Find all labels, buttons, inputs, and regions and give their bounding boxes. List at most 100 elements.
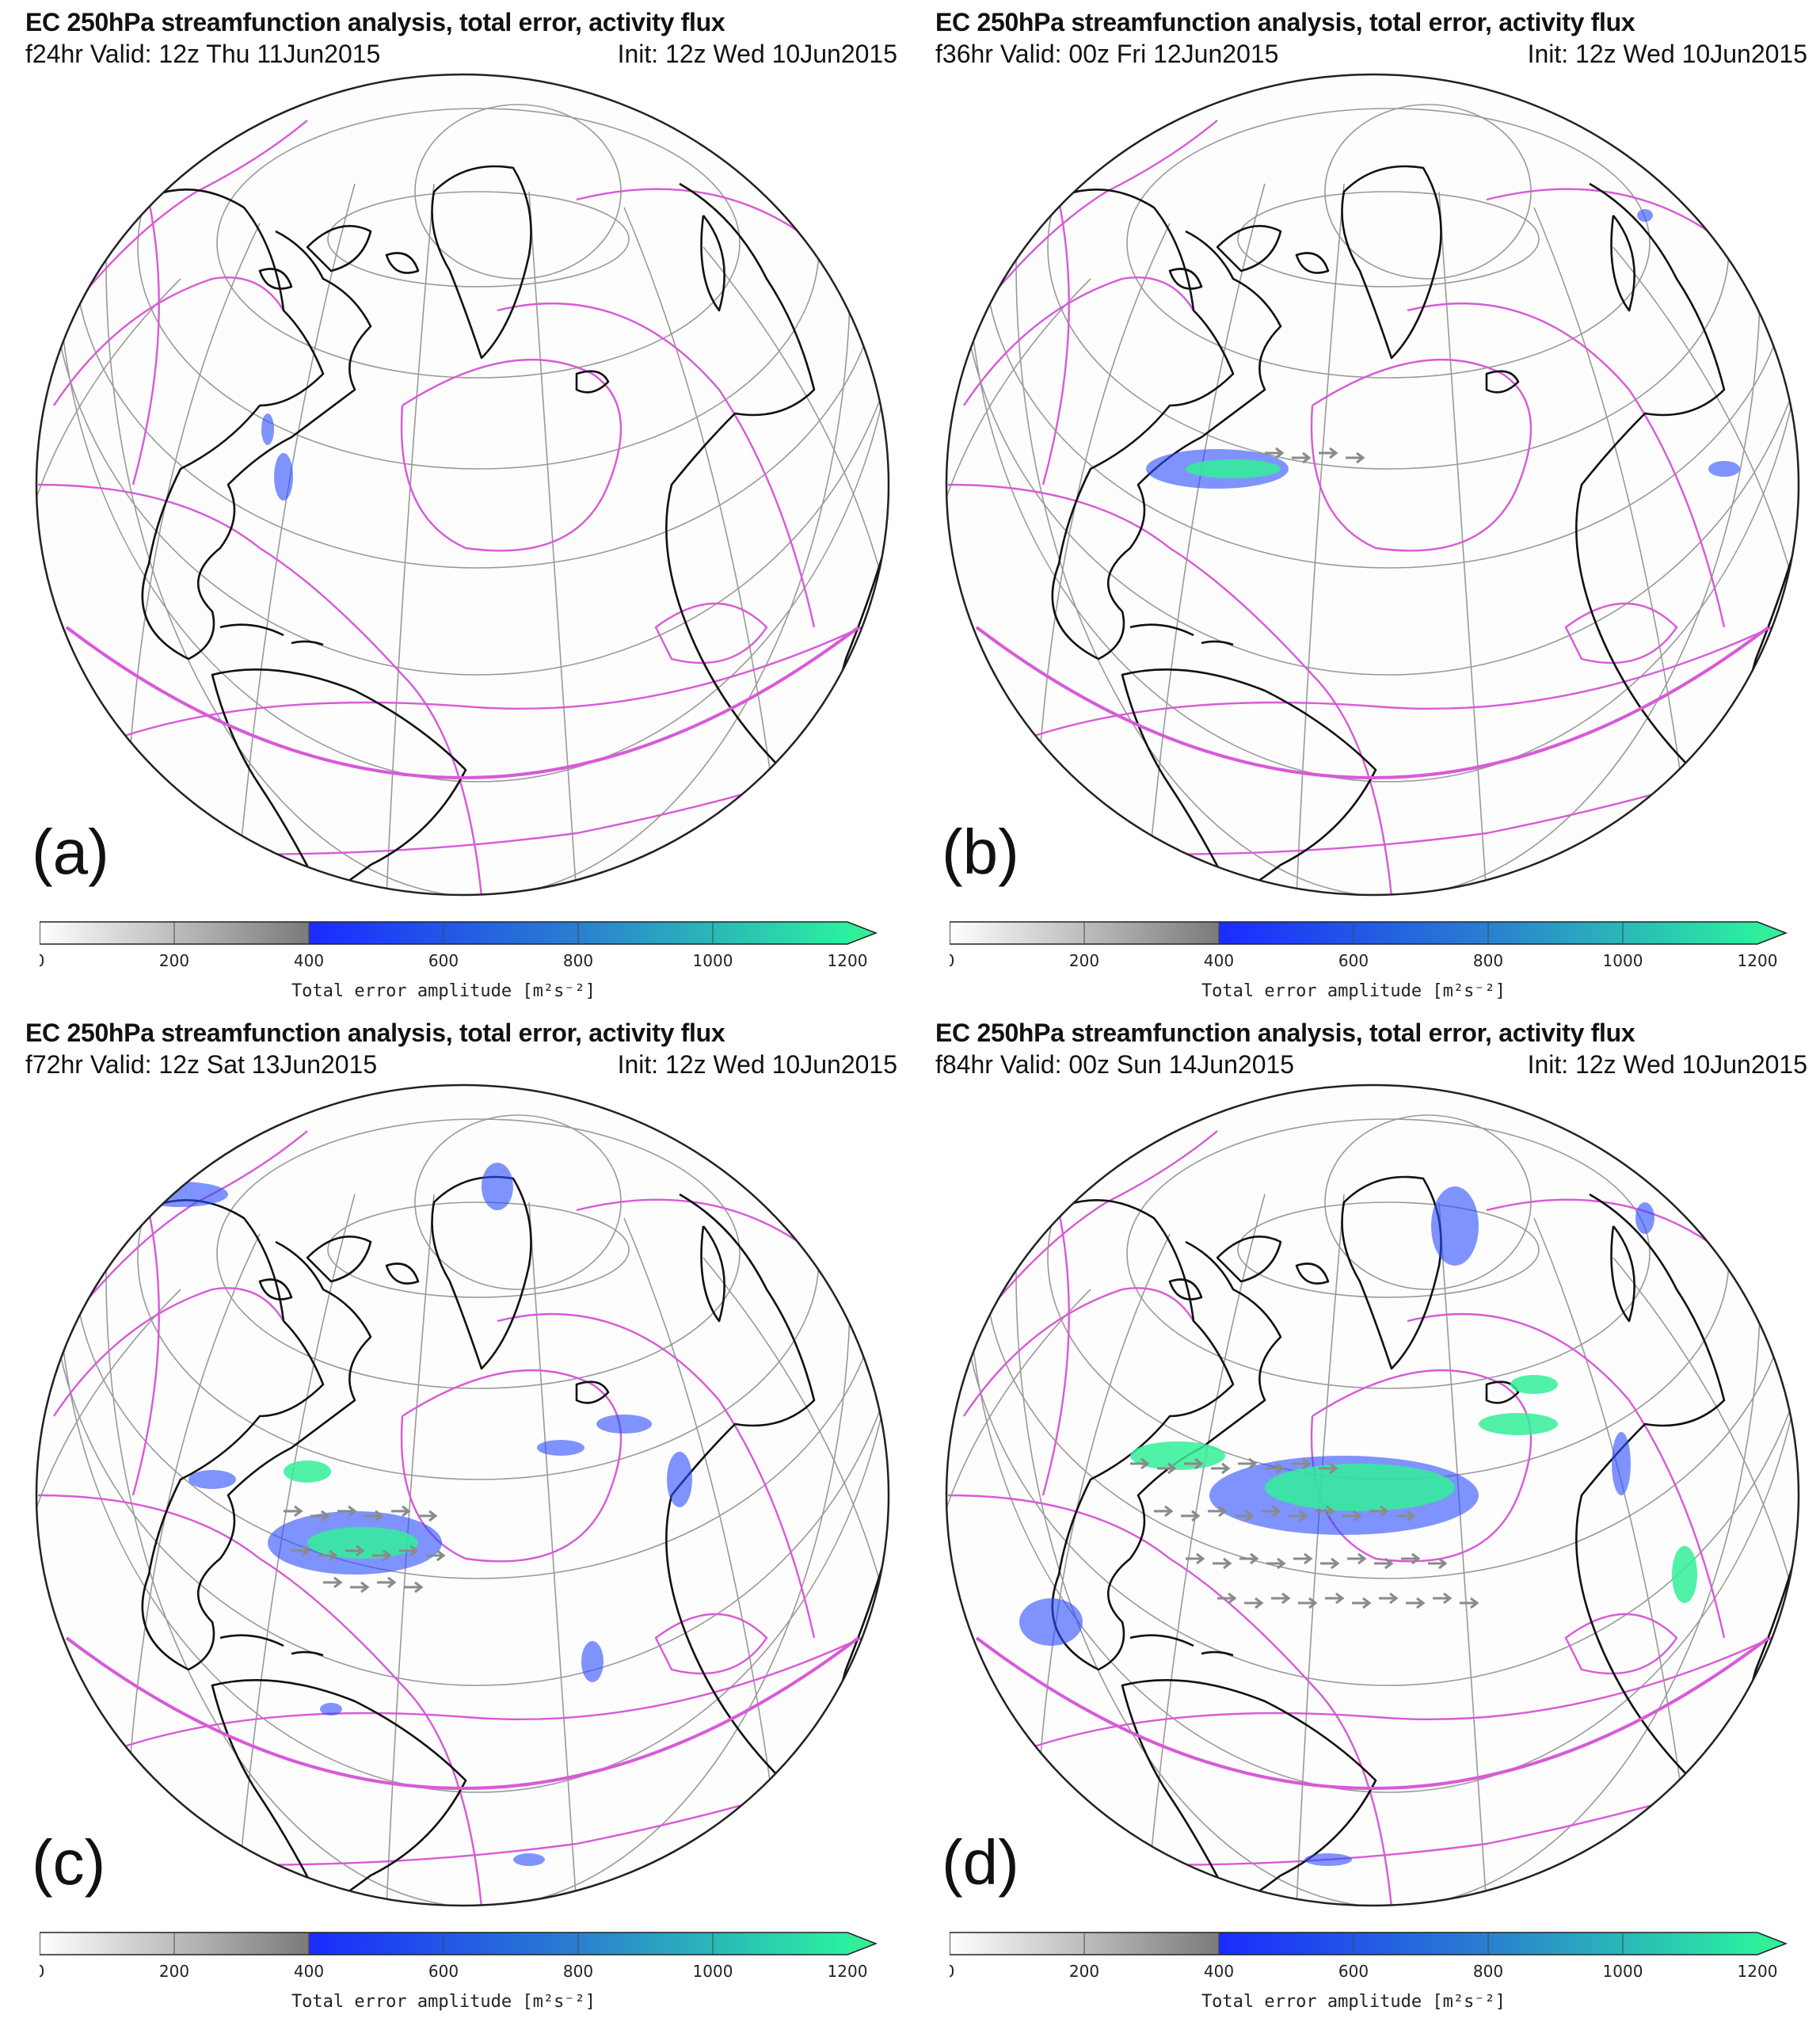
error-region	[667, 1452, 692, 1507]
colorbar-tick-label: 1000	[693, 951, 733, 970]
coastline	[700, 1225, 725, 1323]
coastline	[385, 1262, 420, 1285]
streamfunction-contour	[400, 358, 623, 552]
globe-outline	[35, 1083, 890, 1907]
error-region	[1612, 1432, 1631, 1495]
coastline	[1610, 1225, 1635, 1323]
flux-arrow	[1379, 1592, 1399, 1605]
error-region	[482, 1163, 513, 1210]
coastline	[116, 1199, 372, 1671]
coastline	[306, 225, 372, 272]
flux-arrow	[1319, 447, 1338, 459]
valid-time: f24hr Valid: 12z Thu 11Jun2015	[25, 40, 381, 68]
flux-arrow	[350, 1581, 370, 1594]
colorbar-tick-label: 800	[1473, 951, 1503, 970]
flux-arrow	[337, 1505, 357, 1517]
flux-arrow	[1342, 1510, 1362, 1522]
globe-rim-contour	[975, 1636, 1770, 1790]
coastline	[1216, 1236, 1282, 1283]
flux-arrow	[291, 1544, 311, 1557]
error-region	[307, 1527, 418, 1559]
colorbar-label: Total error amplitude [m²s⁻²]	[291, 981, 596, 1001]
coastline	[291, 1651, 324, 1657]
meridian-line	[36, 278, 181, 517]
coastline	[1201, 640, 1234, 646]
flux-arrow	[345, 1544, 365, 1557]
flux-arrow	[1346, 451, 1365, 464]
colorbar-tick-label: 1200	[1738, 1962, 1778, 1981]
colorbar-tick-label: 0	[40, 951, 44, 970]
meridian-line	[1296, 183, 1345, 895]
error-region	[537, 1440, 584, 1456]
flux-arrow	[1208, 1505, 1228, 1517]
coastline	[1295, 252, 1330, 274]
coastline	[219, 623, 284, 637]
flux-arrow	[377, 1576, 397, 1589]
flux-arrow	[1369, 1505, 1389, 1517]
coastline	[211, 668, 467, 895]
streamfunction-contour	[1564, 602, 1678, 664]
colorbar-tick-label: 1200	[828, 1962, 868, 1981]
streamfunction-contour	[1310, 358, 1533, 552]
flux-arrow	[1235, 1510, 1255, 1522]
colorbar-tick-label: 800	[1473, 1962, 1503, 1981]
colorbar-tick-label: 1000	[1603, 951, 1643, 970]
globe-rim-contour	[65, 626, 860, 779]
streamfunction-contour	[963, 1287, 1195, 1417]
map-panel-a: EC 250hPa streamfunction analysis, total…	[0, 0, 910, 1011]
flux-arrow	[1186, 1552, 1205, 1565]
valid-time: f84hr Valid: 00z Sun 14Jun2015	[935, 1050, 1295, 1079]
coastline	[575, 1380, 610, 1404]
panel-label: (b)	[942, 817, 1019, 887]
streamfunction-contour	[979, 1130, 1218, 1322]
colorbar-tick-label: 200	[159, 1962, 189, 1981]
colorbar-tick-label: 800	[563, 1962, 593, 1981]
colorbar-tick-label: 800	[563, 951, 593, 970]
coastline	[1168, 1278, 1203, 1300]
globe-map	[945, 1083, 1800, 1907]
colorbar-tick-label: 400	[294, 1962, 324, 1981]
flux-arrow	[1292, 451, 1312, 464]
flux-arrow	[1217, 1592, 1237, 1605]
streamfunction-contour	[654, 1613, 768, 1675]
coastline	[1026, 1199, 1282, 1671]
coastline	[258, 268, 293, 290]
colorbar-extend-arrow	[1757, 922, 1786, 944]
error-region	[1265, 1464, 1455, 1511]
colorbar-tick-label: 400	[1204, 1962, 1234, 1981]
flux-arrow	[404, 1581, 424, 1594]
colorbar-tick-label: 1000	[1603, 1962, 1643, 1981]
meridian-line	[528, 191, 577, 895]
flux-arrow	[1406, 1597, 1426, 1609]
panel-label: (d)	[942, 1827, 1019, 1898]
meridian-line	[946, 1289, 1091, 1528]
colorbar: 0 200 400 600 800 1000 1200 Total error amplitu…	[40, 921, 878, 1001]
flux-arrow	[364, 1510, 384, 1522]
globe-rim-contour	[65, 1636, 860, 1790]
colorbar-tick-label: 1000	[693, 1962, 733, 1981]
colorbar-extend-arrow	[847, 1933, 876, 1955]
coastline	[1295, 1262, 1330, 1285]
flux-arrow	[323, 1576, 343, 1589]
latitude-line	[216, 1118, 741, 1389]
error-region	[133, 1182, 228, 1207]
colorbar-tick-label: 200	[1069, 951, 1099, 970]
coastline	[1026, 188, 1282, 661]
meridian-line	[528, 1201, 577, 1906]
error-region	[596, 1415, 652, 1434]
error-region	[1637, 209, 1653, 222]
flux-arrow	[1401, 1552, 1421, 1565]
flux-arrow	[1157, 1462, 1177, 1475]
map-panel-b: EC 250hPa streamfunction analysis, total…	[910, 0, 1820, 1011]
streamfunction-contour	[116, 1636, 862, 1750]
flux-arrow	[1130, 1457, 1150, 1470]
coastline	[1216, 225, 1282, 272]
colorbar-tick-label: 600	[1338, 1962, 1369, 1981]
latitude-line	[1237, 191, 1540, 287]
flux-arrow	[1460, 1597, 1479, 1609]
flux-arrow	[284, 1505, 303, 1517]
meridian-line	[1438, 191, 1487, 895]
colorbar-tick-label: 1200	[828, 951, 868, 970]
flux-arrow	[1265, 1462, 1285, 1475]
globe-outline	[945, 73, 1800, 897]
